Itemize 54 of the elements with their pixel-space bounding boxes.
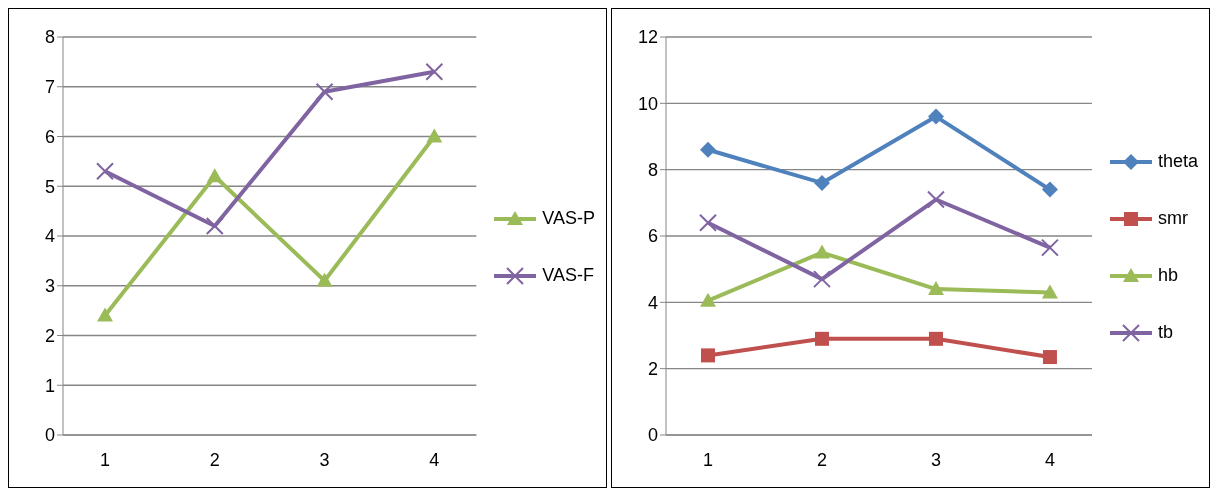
- point: [814, 331, 829, 346]
- point: [97, 307, 113, 322]
- y-tick-label: 10: [637, 93, 658, 114]
- y-tick-label: 6: [647, 226, 658, 247]
- x-tick-label: 4: [429, 449, 440, 470]
- y-tick-label: 3: [44, 276, 55, 297]
- y-tick-label: 8: [647, 160, 658, 181]
- y-tick-label: 7: [44, 77, 55, 98]
- point: [700, 292, 716, 307]
- y-tick-label: 2: [44, 325, 55, 346]
- point: [701, 348, 715, 363]
- legend-label: tb: [1157, 322, 1173, 343]
- point: [205, 217, 224, 236]
- y-tick-label: 4: [647, 292, 658, 313]
- x-tick-label: 3: [930, 449, 941, 470]
- point: [1041, 284, 1058, 299]
- point: [813, 244, 830, 259]
- point: [813, 174, 830, 191]
- point: [1040, 238, 1059, 257]
- point: [96, 162, 114, 181]
- point: [206, 168, 223, 183]
- x-tick-label: 2: [816, 449, 827, 470]
- point: [928, 331, 943, 346]
- point: [1041, 181, 1058, 198]
- point: [927, 108, 944, 125]
- point: [425, 62, 444, 81]
- point: [926, 190, 945, 209]
- point: [927, 281, 944, 296]
- y-tick-label: 4: [44, 226, 55, 247]
- y-tick-label: 8: [44, 27, 55, 48]
- legend-label: smr: [1157, 208, 1188, 229]
- point: [315, 82, 334, 101]
- y-tick-label: 0: [44, 425, 55, 446]
- y-tick-label: 5: [44, 176, 55, 197]
- legend-label: hb: [1157, 265, 1178, 286]
- y-tick-label: 0: [647, 425, 658, 446]
- legend-label: theta: [1157, 151, 1198, 172]
- point: [699, 213, 717, 232]
- point: [426, 128, 443, 143]
- y-tick-label: 6: [44, 126, 55, 147]
- point: [812, 270, 831, 289]
- point: [700, 141, 716, 158]
- y-tick-label: 12: [637, 27, 658, 48]
- y-tick-label: 2: [647, 359, 658, 380]
- point: [316, 272, 333, 287]
- x-tick-label: 2: [209, 449, 220, 470]
- point: [1042, 350, 1057, 365]
- x-tick-label: 1: [702, 449, 714, 470]
- x-tick-label: 4: [1044, 449, 1055, 470]
- legend-label: VAS-F: [542, 265, 594, 286]
- y-tick-label: 1: [44, 375, 55, 396]
- legend-label: VAS-P: [542, 208, 595, 229]
- x-tick-label: 1: [99, 449, 111, 470]
- x-tick-label: 3: [319, 449, 330, 470]
